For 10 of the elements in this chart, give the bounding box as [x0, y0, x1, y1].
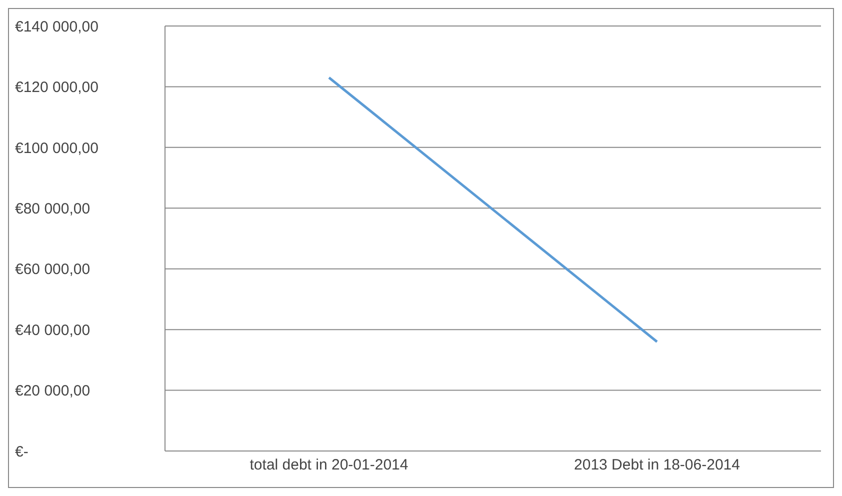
- y-tick-label: €140 000,00: [15, 18, 98, 36]
- y-tick-label: €60 000,00: [15, 261, 90, 278]
- y-tick-label: €40 000,00: [15, 322, 90, 339]
- y-tick-label: €100 000,00: [15, 140, 98, 157]
- y-tick-label: €120 000,00: [15, 79, 98, 96]
- y-tick-label: €80 000,00: [15, 200, 90, 218]
- x-tick-label: total debt in 20-01-2014: [250, 456, 408, 474]
- y-tick-label: €20 000,00: [15, 382, 90, 400]
- x-tick-label: 2013 Debt in 18-06-2014: [574, 456, 740, 474]
- y-tick-label: €-: [15, 443, 28, 460]
